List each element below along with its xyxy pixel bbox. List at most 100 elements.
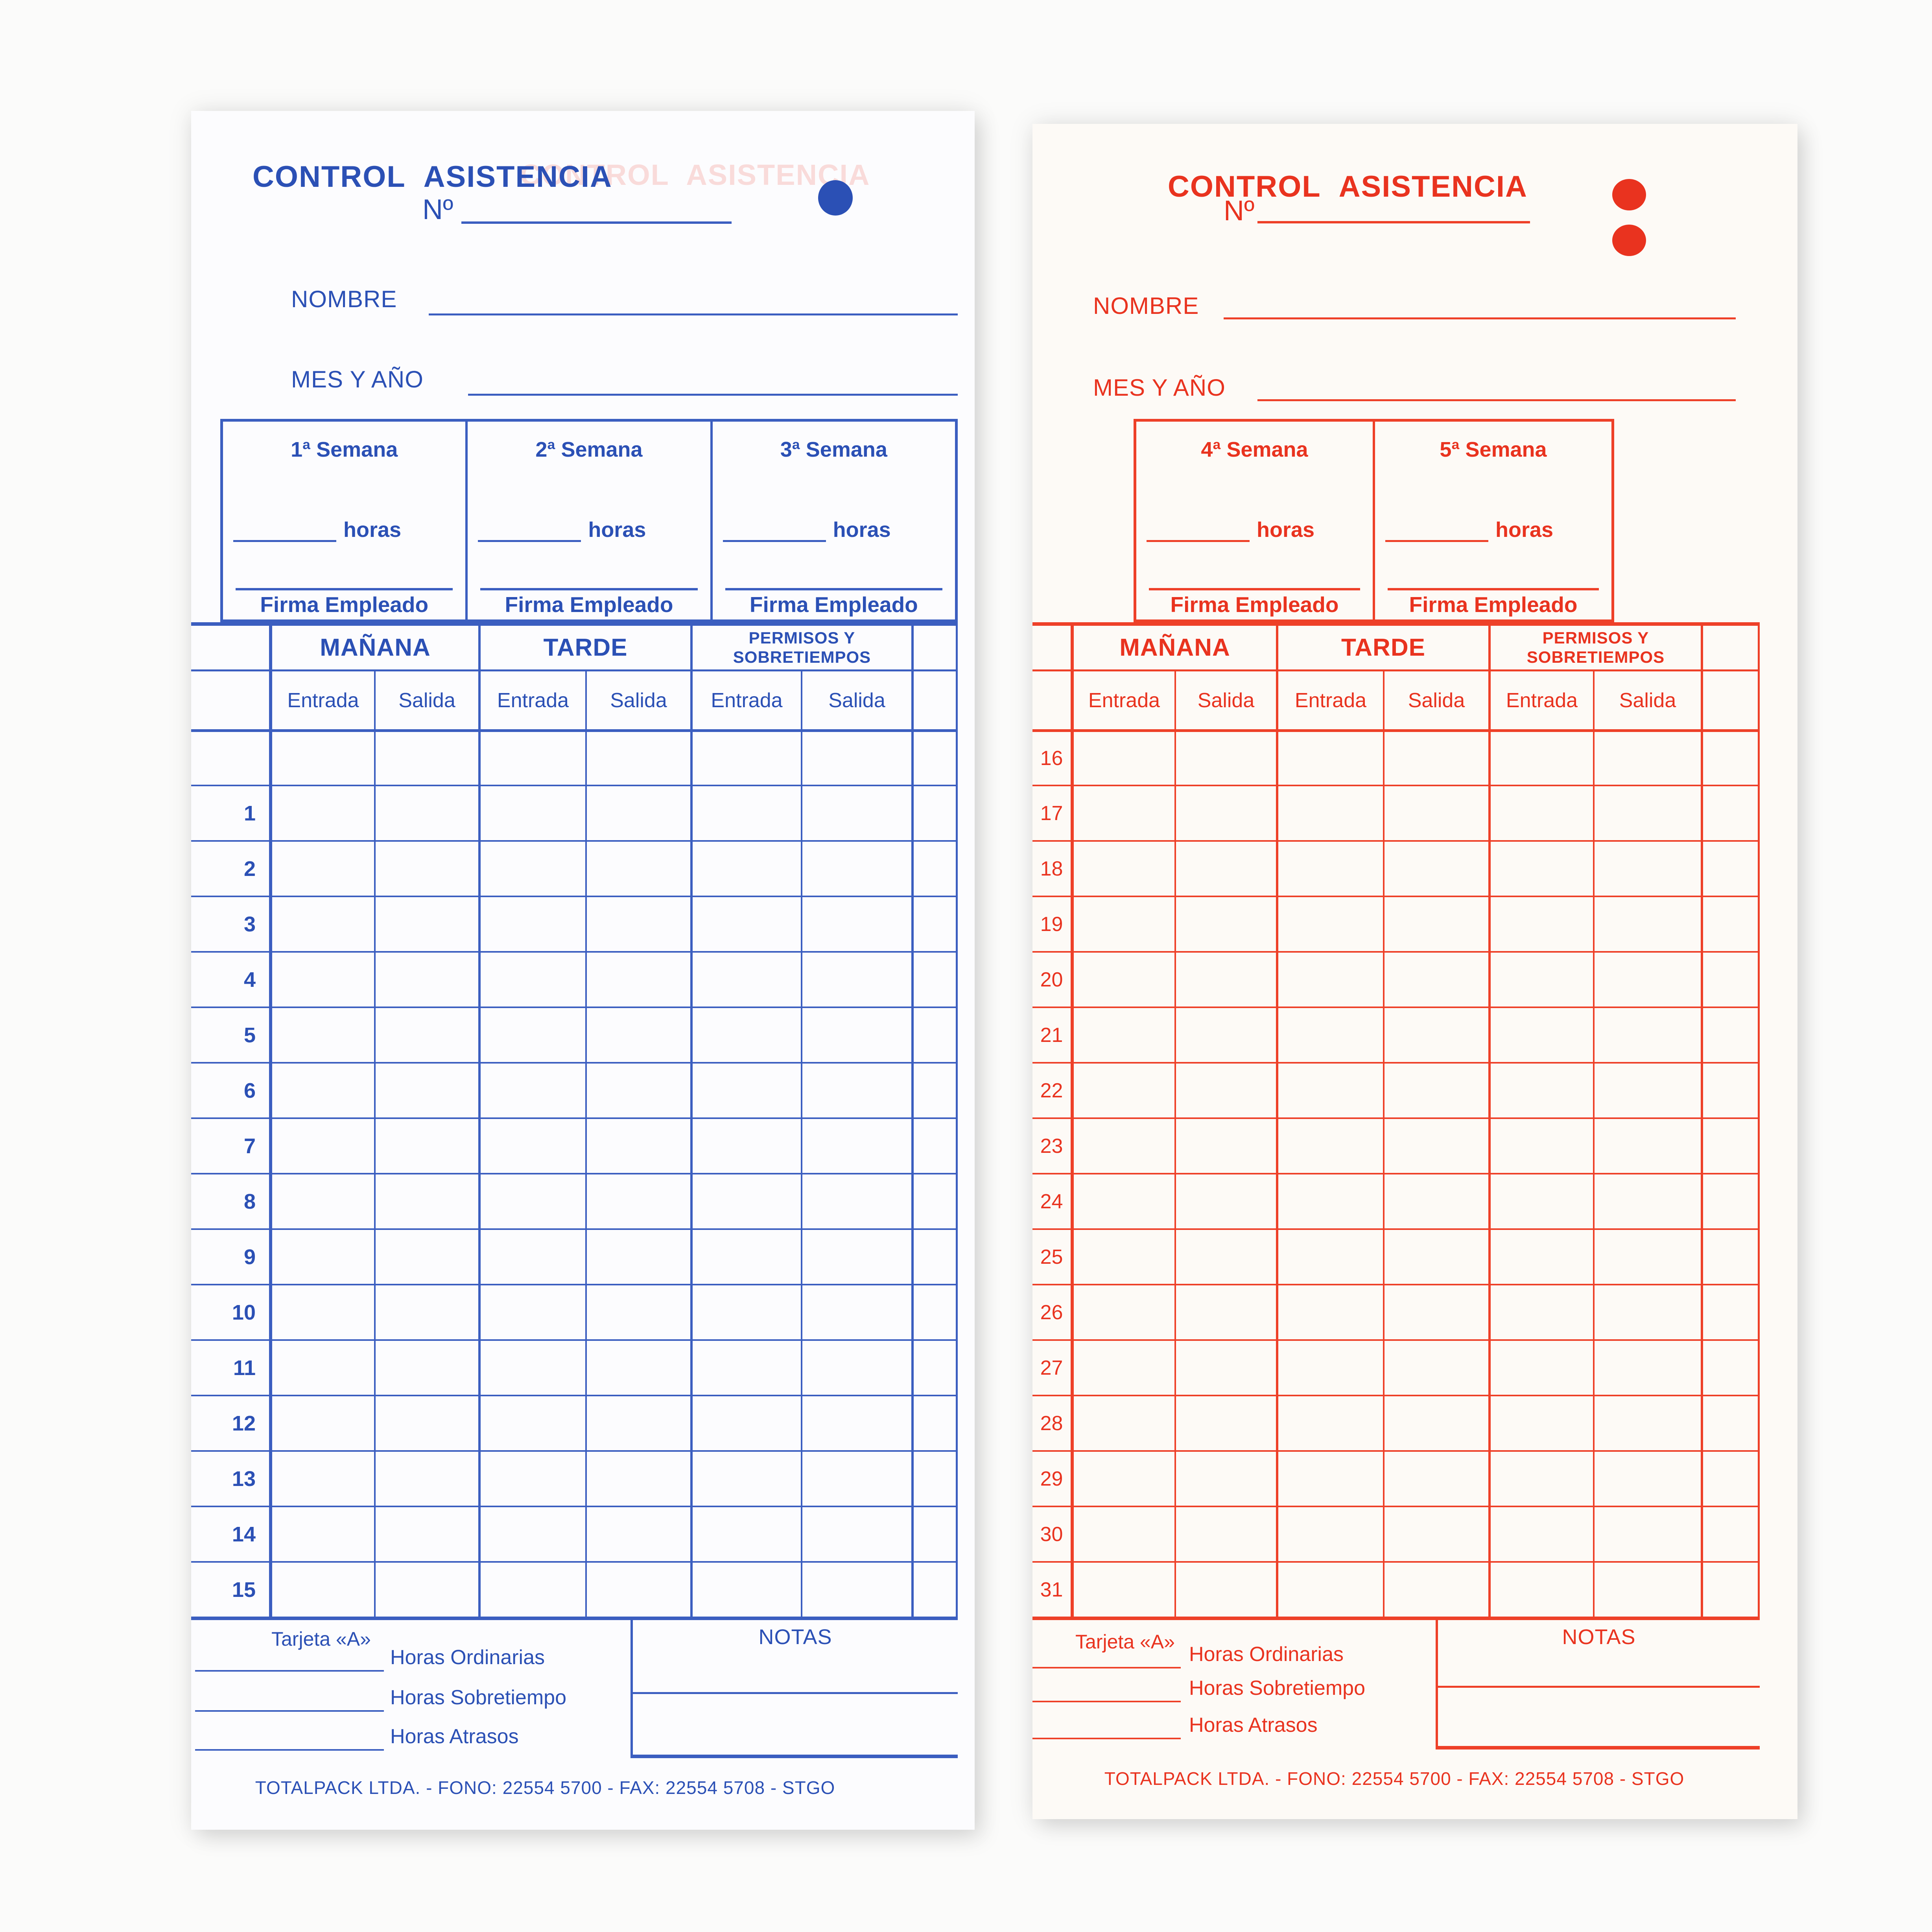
time-entry-cell bbox=[802, 1507, 914, 1561]
day-row: 30 bbox=[1032, 1506, 1760, 1561]
time-entry-cell bbox=[481, 1230, 587, 1284]
notas-divider-line bbox=[1436, 1686, 1760, 1688]
time-entry-cell bbox=[1491, 1285, 1595, 1339]
time-entry-cell bbox=[1278, 1563, 1384, 1617]
subheader-salida: Salida bbox=[587, 671, 693, 729]
day-number-cell: 18 bbox=[1032, 842, 1074, 896]
time-entry-cell bbox=[1176, 732, 1278, 785]
total-blank-line bbox=[1032, 1701, 1181, 1702]
time-entry-cell bbox=[693, 732, 802, 785]
day-number-cell: 13 bbox=[191, 1452, 272, 1506]
week-hours-row: horas bbox=[723, 518, 947, 542]
time-entry-cell bbox=[1176, 1008, 1278, 1062]
punch-hole-dot bbox=[818, 180, 853, 216]
day-number-cell: 3 bbox=[191, 897, 272, 951]
attendance-table: MAÑANA TARDE PERMISOS Y SOBRETIEMPOS Entrada… bbox=[191, 622, 958, 1620]
time-entry-cell bbox=[1176, 953, 1278, 1007]
extra-cell bbox=[1703, 1396, 1760, 1450]
column-header-permisos: PERMISOS Y SOBRETIEMPOS bbox=[693, 626, 914, 669]
time-entry-cell bbox=[1595, 1008, 1703, 1062]
day-row: 31 bbox=[1032, 1561, 1760, 1617]
nombre-blank-line bbox=[1224, 317, 1736, 319]
time-entry-cell bbox=[1278, 1507, 1384, 1561]
time-entry-cell bbox=[587, 1563, 693, 1617]
time-entry-cell bbox=[1278, 1341, 1384, 1395]
extra-cell bbox=[914, 1341, 958, 1395]
time-entry-cell bbox=[1491, 732, 1595, 785]
extra-cell bbox=[914, 842, 958, 896]
permisos-line1: PERMISOS Y bbox=[748, 629, 855, 647]
time-entry-cell bbox=[693, 1174, 802, 1228]
total-label: Horas Sobretiempo bbox=[390, 1686, 566, 1709]
time-entry-cell bbox=[1176, 1119, 1278, 1173]
total-blank-line bbox=[195, 1710, 384, 1712]
time-entry-cell bbox=[1384, 1064, 1491, 1117]
day-row: 17 bbox=[1032, 785, 1760, 840]
time-entry-cell bbox=[272, 1230, 376, 1284]
time-entry-cell bbox=[1278, 786, 1384, 840]
total-blank-line bbox=[195, 1670, 384, 1672]
day-number-cell: 2 bbox=[191, 842, 272, 896]
time-entry-cell bbox=[1491, 786, 1595, 840]
time-entry-cell bbox=[376, 1174, 481, 1228]
firma-empleado-label: Firma Empleado bbox=[505, 592, 673, 617]
time-entry-cell bbox=[1491, 1396, 1595, 1450]
time-entry-cell bbox=[587, 1230, 693, 1284]
total-label: Horas Ordinarias bbox=[1189, 1643, 1344, 1666]
time-entry-cell bbox=[481, 1452, 587, 1506]
time-entry-cell bbox=[1074, 1064, 1176, 1117]
time-entry-cell bbox=[1491, 1119, 1595, 1173]
subheader-salida: Salida bbox=[802, 671, 914, 729]
time-entry-cell bbox=[1384, 953, 1491, 1007]
time-entry-cell bbox=[802, 1285, 914, 1339]
nombre-label: NOMBRE bbox=[291, 286, 397, 312]
column-header-tarde: TARDE bbox=[481, 626, 693, 669]
nombre-label: NOMBRE bbox=[1093, 293, 1199, 319]
time-entry-cell bbox=[1595, 897, 1703, 951]
day-number-cell: 5 bbox=[191, 1008, 272, 1062]
day-number-cell: 16 bbox=[1032, 732, 1074, 785]
time-entry-cell bbox=[1384, 1396, 1491, 1450]
time-entry-cell bbox=[1278, 1230, 1384, 1284]
numero-label: Nº bbox=[422, 194, 454, 225]
day-row: 28 bbox=[1032, 1395, 1760, 1450]
extra-cell bbox=[1703, 732, 1760, 785]
time-entry-cell bbox=[693, 1285, 802, 1339]
day-row: 6 bbox=[191, 1062, 958, 1117]
time-entry-cell bbox=[376, 1008, 481, 1062]
time-entry-cell bbox=[1278, 897, 1384, 951]
nombre-blank-line bbox=[429, 313, 958, 315]
total-line-row: Horas Ordinarias bbox=[191, 1646, 975, 1672]
week-cell: 5ª Semana horas Firma Empleado bbox=[1375, 422, 1611, 619]
total-line-row: Horas Atrasos bbox=[191, 1725, 975, 1751]
time-entry-cell bbox=[1278, 732, 1384, 785]
extra-column-spacer bbox=[914, 671, 958, 729]
time-entry-cell bbox=[1491, 1230, 1595, 1284]
time-entry-cell bbox=[1491, 1064, 1595, 1117]
day-row: 26 bbox=[1032, 1284, 1760, 1339]
time-entry-cell bbox=[272, 1119, 376, 1173]
time-entry-cell bbox=[1176, 1230, 1278, 1284]
time-entry-cell bbox=[1491, 953, 1595, 1007]
day-row: 11 bbox=[191, 1339, 958, 1395]
time-entry-cell bbox=[1074, 842, 1176, 896]
time-entry-cell bbox=[802, 1064, 914, 1117]
day-number-cell: 7 bbox=[191, 1119, 272, 1173]
total-blank-line bbox=[195, 1749, 384, 1751]
day-number-cell: 4 bbox=[191, 953, 272, 1007]
extra-cell bbox=[1703, 1507, 1760, 1561]
extra-cell bbox=[914, 1119, 958, 1173]
time-entry-cell bbox=[1074, 897, 1176, 951]
table-header-row: MAÑANA TARDE PERMISOS Y SOBRETIEMPOS bbox=[191, 622, 958, 669]
week-cell: 2ª Semana horas Firma Empleado bbox=[468, 422, 713, 619]
permisos-line2: SOBRETIEMPOS bbox=[1526, 647, 1665, 666]
table-subheader-row: Entrada Salida Entrada Salida Entrada Salida bbox=[1032, 669, 1760, 729]
time-entry-cell bbox=[1595, 953, 1703, 1007]
day-number-cell: 10 bbox=[191, 1285, 272, 1339]
day-row: 3 bbox=[191, 896, 958, 951]
time-entry-cell bbox=[802, 1563, 914, 1617]
day-row: 16 bbox=[1032, 729, 1760, 785]
day-number-cell: 28 bbox=[1032, 1396, 1074, 1450]
time-entry-cell bbox=[1595, 1563, 1703, 1617]
